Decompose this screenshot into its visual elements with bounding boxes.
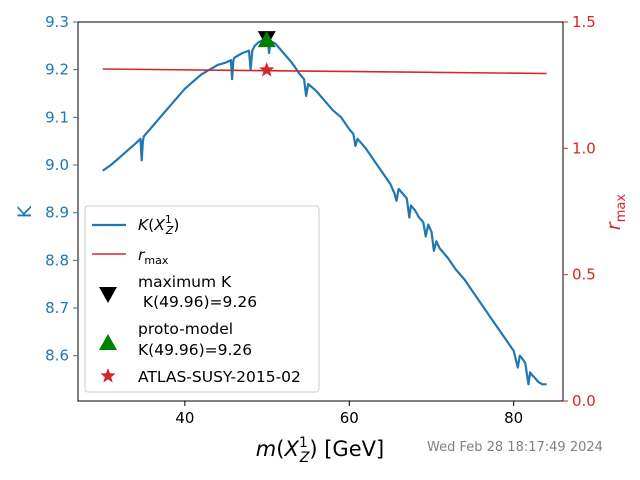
rmax-series-line	[102, 68, 547, 75]
x-tick-label: 60	[340, 409, 359, 427]
plot-frame	[77, 21, 564, 402]
y-left-tick-label: 9.2	[45, 61, 69, 79]
legend-label-rmax: rmax	[138, 246, 169, 267]
legend-key-star-marker	[100, 368, 116, 383]
y-left-tick-label: 8.9	[45, 204, 69, 222]
legend-key-max-marker	[99, 287, 117, 303]
y-left-tick-label: 9.1	[45, 108, 69, 126]
y-axis-label-right: rmax	[603, 194, 629, 230]
legend-label-proto-line1: proto-model	[138, 320, 233, 338]
legend-label-max-line1: maximum K	[138, 273, 232, 291]
legend-key-proto-marker	[99, 334, 117, 350]
legend-label-max-line2: K(49.96)=9.26	[138, 293, 257, 311]
y-left-tick-label: 8.7	[45, 299, 69, 317]
proto-model-marker	[257, 31, 276, 48]
y-right-tick-label: 1.5	[572, 13, 596, 31]
atlas-star-marker	[259, 62, 275, 77]
y-left-tick-label: 9.3	[45, 13, 69, 31]
k-series-line	[102, 38, 547, 386]
legend-frame	[84, 205, 320, 393]
legend-label-proto-line2: K(49.96)=9.26	[138, 341, 252, 359]
y-right-tick-label: 0.5	[572, 266, 596, 284]
timestamp: Wed Feb 28 18:17:49 2024	[427, 440, 603, 455]
y-left-tick-label: 9.0	[45, 156, 69, 174]
legend-label-k: K(X1 Z)	[138, 213, 179, 237]
legend-label-star: ATLAS-SUSY-2015-02	[138, 368, 301, 386]
legend: K(X1 Z) rmax maximum K K(49.96)=9.26 prot…	[84, 205, 320, 393]
x-tick-label: 40	[175, 409, 194, 427]
x-axis-label: m(X1 Z) [GeV]	[256, 435, 384, 466]
y-axis-label-left: K	[14, 205, 36, 218]
x-tick-label: 80	[504, 409, 523, 427]
y-right-tick-label: 1.0	[572, 139, 596, 157]
y-left-tick-label: 8.6	[45, 347, 69, 365]
y-left-tick-label: 8.8	[45, 251, 69, 269]
y-right-tick-label: 0.0	[572, 392, 596, 410]
